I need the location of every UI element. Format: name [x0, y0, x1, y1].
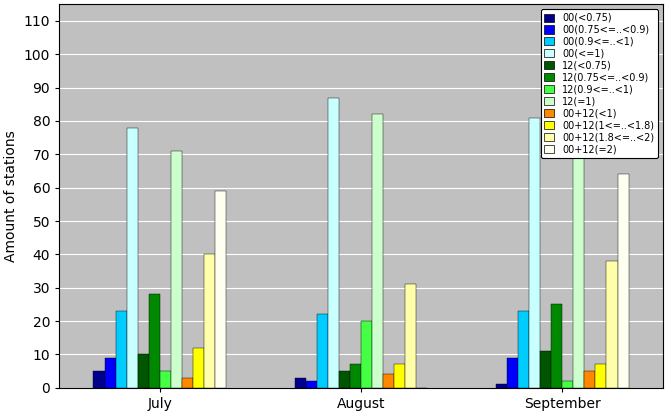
Bar: [149, 294, 160, 388]
Bar: [328, 98, 339, 388]
Bar: [193, 348, 204, 388]
Bar: [204, 254, 215, 388]
Bar: [394, 364, 406, 388]
Bar: [105, 358, 115, 388]
Bar: [372, 114, 383, 388]
Bar: [406, 284, 416, 388]
Bar: [295, 378, 305, 388]
Bar: [350, 364, 361, 388]
Bar: [137, 354, 149, 388]
Bar: [171, 151, 182, 388]
Bar: [182, 378, 193, 388]
Bar: [160, 371, 171, 388]
Bar: [215, 191, 226, 388]
Bar: [383, 374, 394, 388]
Bar: [361, 321, 372, 388]
Bar: [584, 371, 596, 388]
Bar: [574, 134, 584, 388]
Bar: [618, 174, 628, 388]
Bar: [496, 384, 507, 388]
Bar: [518, 311, 529, 388]
Bar: [127, 127, 137, 388]
Bar: [115, 311, 127, 388]
Bar: [507, 358, 518, 388]
Bar: [606, 261, 618, 388]
Bar: [596, 364, 606, 388]
Y-axis label: Amount of stations: Amount of stations: [4, 130, 18, 262]
Bar: [562, 381, 574, 388]
Bar: [529, 117, 540, 388]
Bar: [540, 351, 551, 388]
Bar: [305, 381, 317, 388]
Bar: [93, 371, 105, 388]
Bar: [551, 305, 562, 388]
Bar: [339, 371, 350, 388]
Legend: 00(<0.75), 00(0.75<=..<0.9), 00(0.9<=..<1), 00(<=1), 12(<0.75), 12(0.75<=..<0.9): 00(<0.75), 00(0.75<=..<0.9), 00(0.9<=..<…: [540, 9, 658, 158]
Bar: [317, 315, 328, 388]
